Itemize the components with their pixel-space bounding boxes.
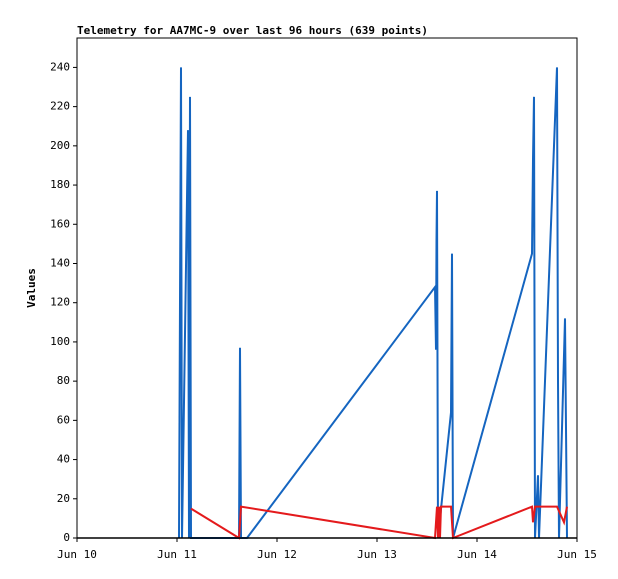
y-tick-label: 160 (50, 217, 70, 230)
y-tick-label: 80 (57, 374, 70, 387)
series-line (178, 67, 568, 539)
x-tick-label: Jun 12 (257, 548, 297, 561)
y-axis-label: Values (25, 268, 38, 308)
x-tick-label: Jun 10 (57, 548, 97, 561)
y-tick-label: 40 (57, 453, 70, 466)
chart-title: Telemetry for AA7MC-9 over last 96 hours… (77, 24, 428, 37)
y-tick-label: 180 (50, 178, 70, 191)
x-tick-label: Jun 14 (457, 548, 497, 561)
y-tick-label: 220 (50, 100, 70, 113)
y-tick-label: 100 (50, 335, 70, 348)
y-tick-label: 20 (57, 492, 70, 505)
y-tick-label: 240 (50, 60, 70, 73)
y-tick-label: 0 (63, 531, 70, 544)
plot-frame (76, 37, 578, 539)
y-tick-label: 60 (57, 413, 70, 426)
y-tick-label: 200 (50, 139, 70, 152)
y-tick-label: 140 (50, 256, 70, 269)
x-tick-label: Jun 11 (157, 548, 197, 561)
x-tick-label: Jun 13 (357, 548, 397, 561)
x-tick-label: Jun 15 (557, 548, 597, 561)
y-tick-label: 120 (50, 296, 70, 309)
series-line (190, 505, 568, 540)
